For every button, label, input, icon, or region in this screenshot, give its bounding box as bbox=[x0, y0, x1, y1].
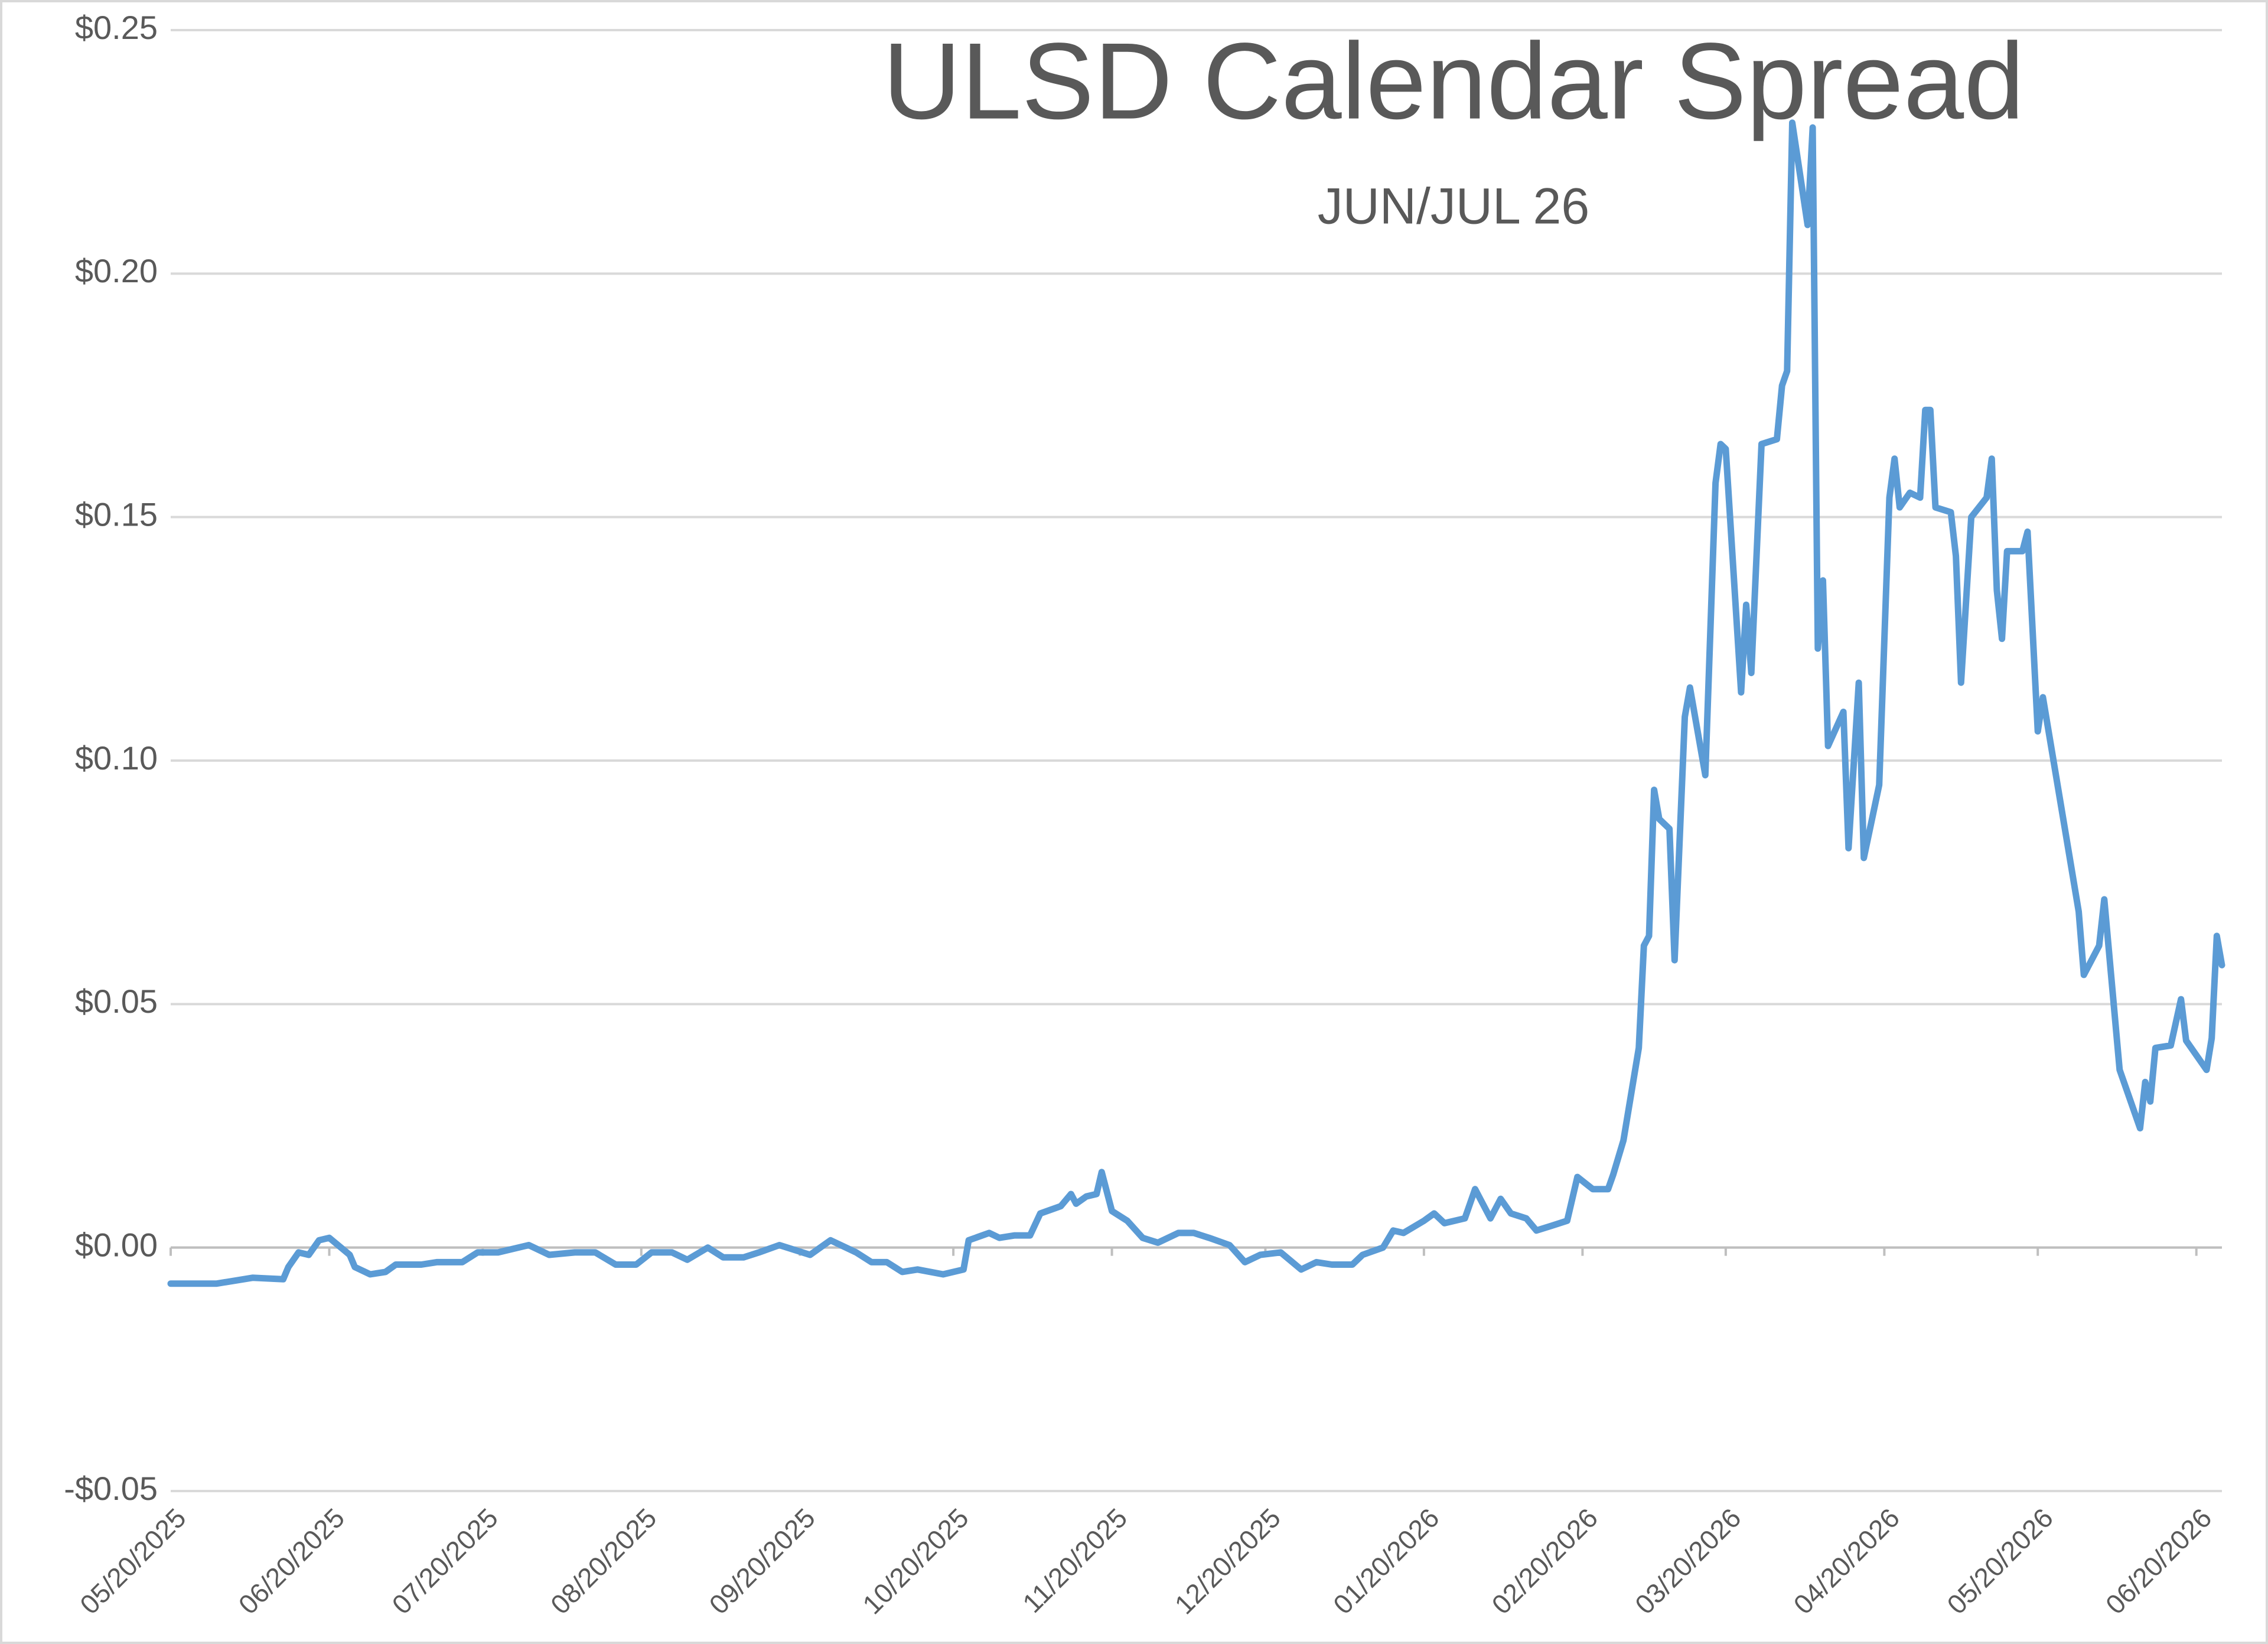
chart-subtitle: JUN/JUL 26 bbox=[1318, 178, 1589, 235]
y-tick-label: $0.20 bbox=[75, 252, 158, 289]
y-tick-label: $0.15 bbox=[75, 495, 158, 533]
y-tick-label: $0.05 bbox=[75, 983, 158, 1020]
y-tick-label: $0.25 bbox=[75, 9, 158, 46]
y-tick-label: -$0.05 bbox=[64, 1470, 158, 1507]
y-tick-label: $0.00 bbox=[75, 1226, 158, 1263]
y-tick-label: $0.10 bbox=[75, 739, 158, 777]
series-line bbox=[167, 119, 2225, 1287]
chart-title: ULSD Calendar Spread bbox=[882, 20, 2024, 142]
